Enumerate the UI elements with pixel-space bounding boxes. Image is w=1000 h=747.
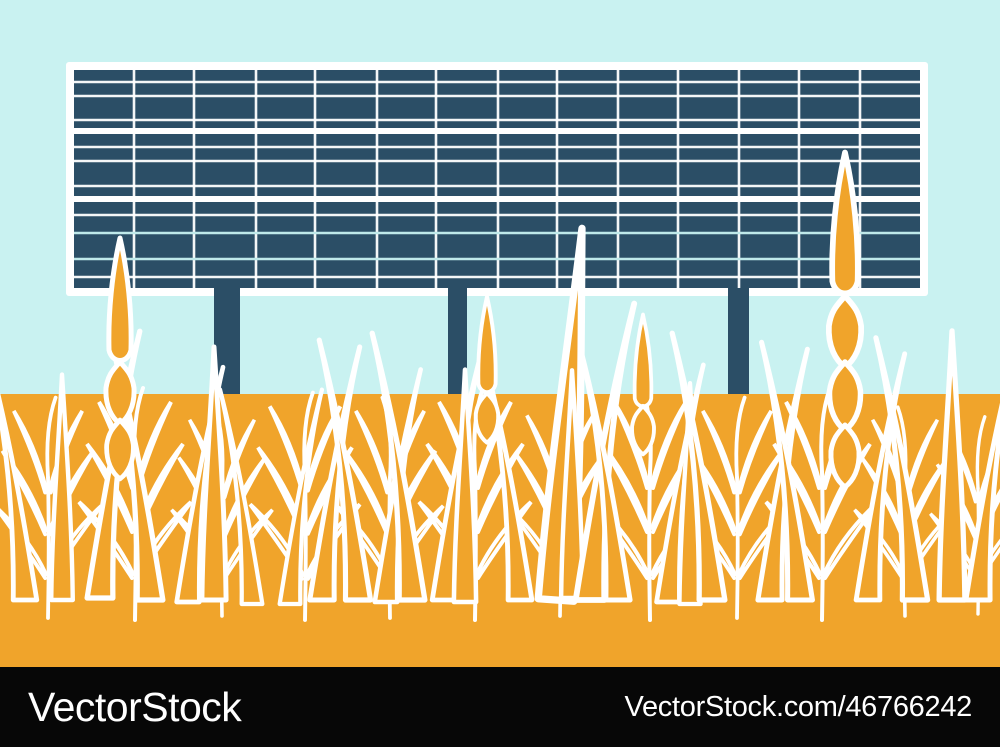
watermark-bar: VectorStock VectorStock.com/46766242 (0, 667, 1000, 747)
panel-grid-horizontal-lines (74, 80, 920, 279)
panel-grid-vertical-lines (132, 70, 862, 288)
panel-leg-right (728, 288, 749, 398)
solar-panel (66, 62, 928, 296)
vectorstock-logo-text: VectorStock (28, 683, 242, 730)
panel-grid-tinted-lines (74, 231, 920, 261)
illustration (0, 62, 1000, 667)
panel-legs (214, 288, 749, 398)
panel-leg-center (448, 288, 467, 398)
wheat-ear-tall-right (829, 153, 861, 488)
vectorstock-credit-text: VectorStock.com/46766242 (624, 690, 973, 723)
